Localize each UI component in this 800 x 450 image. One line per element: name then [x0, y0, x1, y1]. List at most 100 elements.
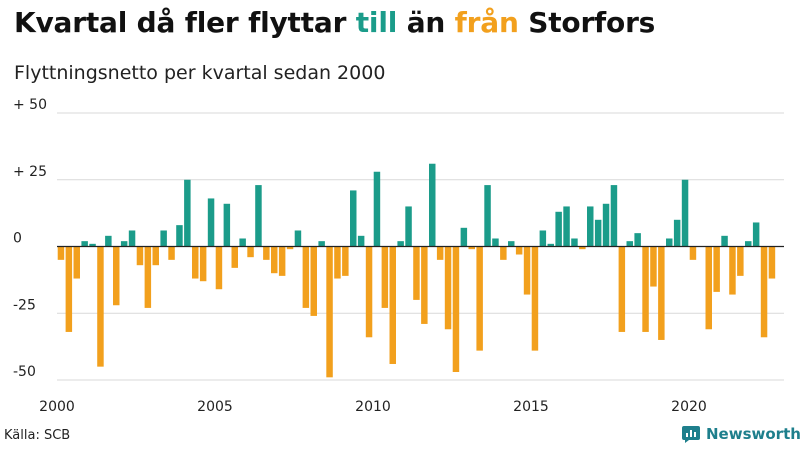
y-tick-label: + 25	[13, 164, 47, 180]
bar	[429, 163, 436, 247]
bar	[618, 246, 626, 332]
bar	[223, 203, 231, 247]
x-tick-label: 2015	[513, 399, 549, 415]
bar	[492, 238, 499, 247]
bar	[215, 246, 223, 290]
y-tick-label: -25	[13, 297, 36, 313]
bar	[658, 246, 665, 340]
bar	[81, 241, 88, 247]
bar	[342, 246, 349, 276]
bar	[302, 246, 310, 308]
bar	[120, 241, 128, 247]
bar	[626, 241, 633, 247]
x-tick-label: 2020	[671, 399, 707, 415]
x-axis-ticks: 2000 2005 2010 2015 2020	[39, 399, 707, 415]
bar	[547, 243, 554, 247]
bar	[318, 241, 325, 247]
title-part-1: Kvartal då fler flyttar	[14, 6, 356, 39]
bar	[405, 206, 412, 247]
bar	[286, 246, 294, 250]
bar	[97, 246, 104, 367]
bar	[176, 225, 183, 247]
bar	[373, 171, 381, 247]
bar	[413, 246, 420, 300]
bar	[745, 241, 752, 247]
bar	[231, 246, 238, 268]
bar	[160, 230, 167, 247]
bar	[199, 246, 207, 282]
bar	[721, 235, 728, 247]
bar	[539, 230, 547, 247]
bar	[587, 206, 594, 247]
bar	[713, 246, 720, 292]
bar	[666, 238, 673, 247]
x-tick-label: 2010	[355, 399, 391, 415]
bar	[365, 246, 373, 338]
bars	[57, 163, 776, 378]
title-part-5: Storfors	[518, 6, 656, 39]
bar	[602, 203, 610, 247]
bar	[144, 246, 152, 308]
bar	[689, 246, 697, 260]
bar	[184, 179, 191, 247]
title-part-3: än	[397, 6, 455, 39]
bar	[239, 238, 246, 247]
bar	[294, 230, 302, 247]
bar	[397, 241, 404, 247]
bar	[476, 246, 483, 351]
bar	[594, 219, 602, 247]
bar	[444, 246, 452, 330]
bar	[247, 246, 254, 258]
bar	[650, 246, 657, 287]
y-tick-label: 0	[13, 231, 22, 247]
bar	[468, 246, 475, 250]
bar	[634, 233, 641, 247]
brand-name: Newsworthy	[706, 425, 800, 443]
bar	[152, 246, 159, 266]
bar	[57, 246, 65, 260]
y-tick-label: + 50	[13, 97, 47, 113]
bar	[334, 246, 341, 279]
bar	[729, 246, 736, 295]
bar	[255, 185, 262, 247]
bar	[207, 198, 215, 247]
chart-title: Kvartal då fler flyttar till än från Sto…	[14, 6, 655, 39]
bar	[484, 185, 491, 247]
bar	[128, 230, 136, 247]
newsworthy-logo[interactable]: Newsworthy	[681, 424, 800, 444]
bar	[389, 246, 396, 364]
bar	[310, 246, 317, 316]
x-tick-label: 2005	[197, 399, 233, 415]
bar	[65, 246, 73, 332]
bar	[531, 246, 539, 351]
bar	[452, 246, 460, 372]
bar	[381, 246, 389, 308]
bar	[73, 246, 80, 279]
bar	[571, 238, 578, 247]
bar	[192, 246, 199, 279]
bar	[89, 243, 96, 247]
bar	[508, 241, 515, 247]
bar	[555, 211, 562, 247]
bar	[642, 246, 649, 332]
bar	[705, 246, 712, 330]
bar	[515, 246, 523, 255]
bar	[610, 185, 618, 247]
bar	[673, 219, 681, 247]
source-note: Källa: SCB	[4, 428, 71, 443]
bar	[768, 246, 776, 279]
x-tick-label: 2000	[39, 399, 75, 415]
bar	[460, 227, 468, 247]
bar	[263, 246, 270, 260]
bar	[737, 246, 744, 276]
bar	[752, 222, 760, 247]
bar	[278, 246, 286, 276]
bar	[105, 235, 112, 247]
bar	[357, 235, 365, 247]
bar-chart-speech-bubble-icon	[682, 426, 700, 443]
bar	[350, 190, 357, 247]
title-highlight-fran: från	[454, 6, 519, 39]
bar	[271, 246, 278, 274]
y-axis-ticks: + 50 + 25 0 -25 -50	[13, 97, 47, 380]
